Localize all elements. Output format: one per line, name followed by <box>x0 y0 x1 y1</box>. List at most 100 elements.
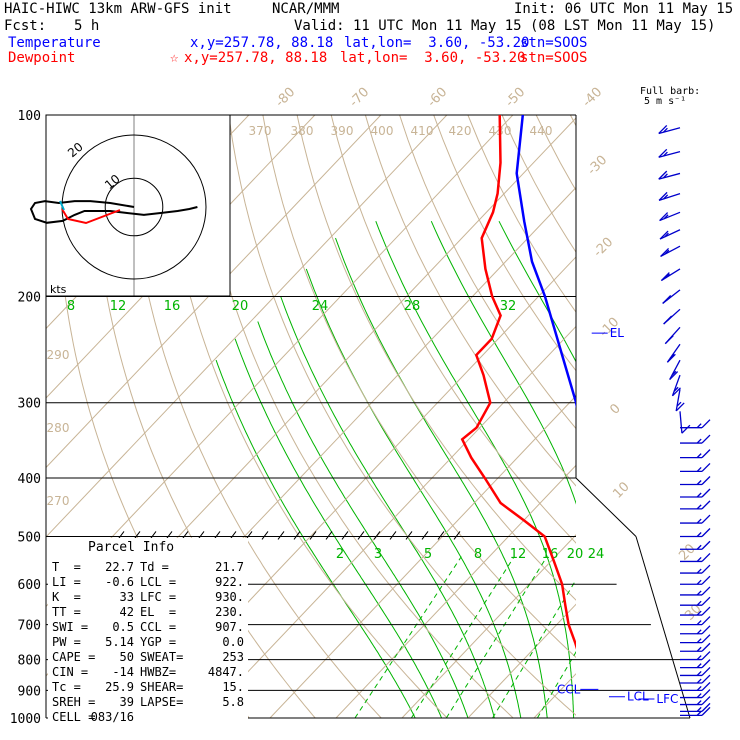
hodograph-frame <box>45 114 231 297</box>
wind-barb <box>680 634 711 644</box>
wind-barb <box>680 488 711 498</box>
wind-barb <box>680 564 711 574</box>
wind-barb <box>658 170 681 180</box>
dewpoint-star-icon: ☆ <box>170 50 179 66</box>
dry-adiabat-line <box>399 115 576 430</box>
pressure-tick-label: 100 <box>18 109 41 124</box>
parcel-value: 5.14 <box>105 635 134 649</box>
wind-barb <box>669 359 681 381</box>
moist-adiabat-label: 16 <box>164 299 181 314</box>
parcel-label: SHEAR= <box>140 680 184 694</box>
pressure-tick-label: 500 <box>18 530 41 545</box>
dry-adiabat-line <box>262 115 576 659</box>
parcel-label: CAPE = <box>52 650 96 664</box>
moist-adiabat-label: 12 <box>110 299 127 314</box>
mixing-ratio-line <box>492 578 576 718</box>
moist-adiabat-label: 8 <box>67 299 75 314</box>
wind-barb <box>680 674 711 684</box>
wind-barb <box>680 659 711 669</box>
barb-unit: 5 m s⁻¹ <box>644 96 687 107</box>
fcst-value: 5 h <box>74 18 100 34</box>
wind-barb <box>659 211 681 222</box>
model-title: HAIC-HIWC 13km ARW-GFS init <box>4 1 232 17</box>
wind-barb <box>680 596 711 606</box>
isotherm-label: -70 <box>347 85 373 111</box>
parcel-value: 42 <box>119 605 134 619</box>
isotherm-line <box>401 534 576 718</box>
parcel-value: 0.0 <box>222 635 244 649</box>
dry-adiabat-line <box>125 115 382 718</box>
hodograph-trace <box>29 200 198 224</box>
temperature-trace <box>515 115 576 409</box>
parcel-value: 907. <box>215 620 244 634</box>
parcel-info-title: Parcel Info <box>88 540 175 555</box>
parcel-value: 39 <box>119 695 134 709</box>
mixing-ratio-label: 2 <box>336 547 344 562</box>
parcel-label: LCL = <box>140 575 177 589</box>
dry-adiabat-line <box>707 115 740 718</box>
theta-label: 280 <box>47 421 70 435</box>
hatch-mark <box>293 531 301 540</box>
wind-barb <box>663 308 681 325</box>
moist-adiabats <box>215 220 576 718</box>
mixing-ratio-line <box>608 557 698 718</box>
wind-barb <box>680 449 711 459</box>
isotherm-line <box>46 115 448 538</box>
pressure-tick-label: 600 <box>18 578 41 593</box>
wind-barb <box>680 419 711 429</box>
dry-adiabat-line <box>569 115 576 127</box>
pressure-tick-label: 700 <box>18 619 41 634</box>
hatch-mark <box>421 531 429 540</box>
moist-adiabat-label: 28 <box>404 299 421 314</box>
wind-barb <box>671 374 681 397</box>
wind-barb <box>659 229 681 240</box>
isotherm-line <box>46 115 382 469</box>
pressure-tick-label: 300 <box>18 397 41 412</box>
parcel-label: EL = <box>140 605 177 619</box>
temperature-xy: x,y=257.78, 88.18 <box>190 35 334 51</box>
pressure-tick-label: 800 <box>18 654 41 669</box>
temperature-legend: Temperature <box>8 35 101 51</box>
parcel-value: -0.6 <box>105 575 134 589</box>
wind-barb <box>680 702 711 713</box>
mixing-ratio-label: 12 <box>510 547 527 562</box>
wind-barb <box>680 625 711 635</box>
wind-barb <box>680 540 711 550</box>
theta-label: 370 <box>249 124 272 138</box>
dry-adiabat-line <box>535 115 576 192</box>
moist-adiabat-label: 20 <box>232 299 249 314</box>
moist-adiabat-line <box>498 220 576 363</box>
dry-adiabat-line <box>605 115 740 718</box>
parcel-label: CCL = <box>140 620 177 634</box>
level-marker-label: LCL <box>627 690 649 704</box>
isotherm-label: -60 <box>425 85 451 111</box>
parcel-label: SWI = <box>52 620 89 634</box>
mixing-ratio-line <box>354 556 462 718</box>
parcel-label: T = <box>52 560 81 574</box>
isotherm-label: 0 <box>607 401 623 417</box>
isotherm-line <box>600 115 740 718</box>
wind-barb <box>658 125 681 135</box>
isotherm-label: 20 <box>676 541 698 563</box>
moist-adiabat-label: 24 <box>312 299 329 314</box>
isotherm-label: -30 <box>585 153 611 179</box>
parcel-label: SREH = <box>52 695 96 709</box>
dewpoint-legend: Dewpoint <box>8 50 76 66</box>
parcel-label: LAPSE= <box>140 695 184 709</box>
parcel-label: SWEAT= <box>140 650 184 664</box>
wind-barb <box>680 666 711 677</box>
isotherm-line <box>203 325 576 718</box>
parcel-label: HWBZ= <box>140 665 177 679</box>
temperature-latlon: lat,lon= 3.60, -53.20 <box>344 35 530 51</box>
dry-adiabat-line <box>673 115 740 718</box>
wind-barb <box>680 606 711 616</box>
parcel-label: YGP = <box>140 635 177 649</box>
wind-barb <box>680 706 711 717</box>
wind-barb <box>662 289 681 304</box>
level-markers: EL LCL LFC CCL <box>557 326 679 706</box>
moist-adiabat-line <box>430 220 576 505</box>
hatch-mark <box>437 531 445 540</box>
dry-adiabat-line <box>330 115 576 544</box>
parcel-label: PW = <box>52 635 81 649</box>
